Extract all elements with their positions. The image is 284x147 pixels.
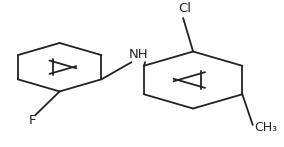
- Text: NH: NH: [128, 48, 148, 61]
- Text: Cl: Cl: [178, 2, 191, 15]
- Text: CH₃: CH₃: [254, 121, 277, 134]
- Text: F: F: [29, 114, 36, 127]
